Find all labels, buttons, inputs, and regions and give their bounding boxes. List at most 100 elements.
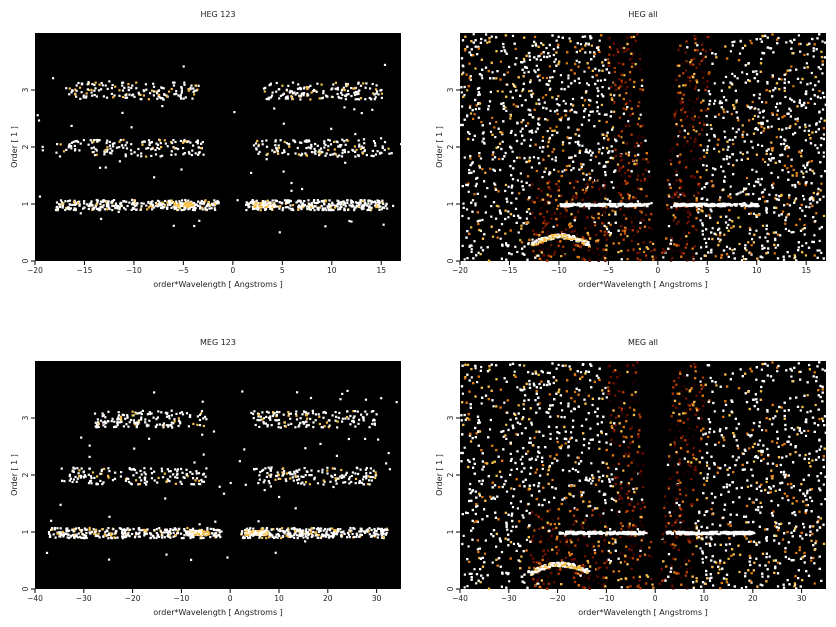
count-pixel <box>821 108 825 111</box>
count-pixel <box>641 90 644 94</box>
count-pixel <box>701 48 705 51</box>
count-pixel <box>575 59 578 62</box>
count-pixel <box>540 42 543 45</box>
count-pixel <box>470 40 473 43</box>
count-pixel <box>684 159 687 162</box>
count-pixel <box>732 143 735 146</box>
count-pixel <box>537 118 540 121</box>
count-pixel <box>596 94 599 98</box>
count-pixel <box>328 209 331 212</box>
count-pixel <box>64 200 67 203</box>
count-pixel <box>605 120 608 124</box>
count-pixel <box>550 217 553 220</box>
count-pixel <box>601 61 604 64</box>
count-pixel <box>325 209 328 212</box>
count-pixel <box>160 206 163 209</box>
count-pixel <box>518 192 521 195</box>
count-pixel <box>475 104 478 107</box>
count-pixel <box>675 173 678 177</box>
count-pixel <box>624 124 628 127</box>
y-tick-label: 2 <box>21 144 30 149</box>
count-pixel <box>194 203 198 206</box>
count-pixel <box>514 85 517 88</box>
count-pixel <box>71 89 74 92</box>
count-pixel <box>99 202 102 206</box>
count-pixel <box>604 259 607 263</box>
count-pixel <box>556 46 560 49</box>
count-pixel <box>468 62 471 65</box>
count-pixel <box>755 70 758 73</box>
count-pixel <box>689 137 692 140</box>
count-pixel <box>530 95 533 98</box>
count-pixel <box>675 108 678 111</box>
count-pixel <box>70 141 73 144</box>
count-pixel <box>617 165 620 168</box>
count-pixel <box>463 49 467 52</box>
count-pixel <box>653 248 656 251</box>
count-pixel <box>588 257 591 260</box>
count-pixel <box>577 256 580 259</box>
count-pixel <box>787 112 790 115</box>
count-pixel <box>697 89 700 92</box>
count-pixel <box>601 86 604 89</box>
count-pixel <box>565 109 568 113</box>
count-pixel <box>166 207 169 210</box>
count-pixel <box>573 219 576 222</box>
count-pixel <box>806 83 809 86</box>
count-pixel <box>478 102 482 105</box>
count-pixel <box>172 81 175 84</box>
count-pixel <box>569 182 572 185</box>
count-pixel <box>519 239 522 242</box>
count-pixel <box>94 81 97 84</box>
count-pixel <box>630 72 633 75</box>
count-pixel <box>56 209 59 212</box>
count-pixel <box>179 207 182 210</box>
count-pixel <box>686 46 689 49</box>
count-pixel <box>96 140 99 143</box>
count-pixel <box>378 208 381 211</box>
count-pixel <box>619 154 622 157</box>
count-pixel <box>744 187 748 190</box>
count-pixel <box>649 241 652 244</box>
count-pixel <box>781 210 785 213</box>
count-pixel <box>789 109 792 112</box>
count-pixel <box>699 52 702 55</box>
count-pixel <box>77 81 80 85</box>
count-pixel <box>786 214 789 217</box>
count-pixel <box>639 145 642 148</box>
count-pixel <box>809 168 812 171</box>
count-pixel <box>327 138 330 141</box>
count-pixel <box>644 168 648 171</box>
count-pixel <box>739 191 742 194</box>
count-pixel <box>258 150 261 153</box>
count-pixel <box>570 213 573 216</box>
count-pixel <box>350 87 353 90</box>
count-pixel <box>727 229 730 232</box>
count-pixel <box>367 202 370 205</box>
count-pixel <box>645 195 648 198</box>
count-pixel <box>152 206 155 209</box>
count-pixel <box>760 191 764 194</box>
count-pixel <box>474 45 477 48</box>
count-pixel <box>526 258 529 261</box>
count-pixel <box>730 82 733 85</box>
count-pixel <box>787 171 790 174</box>
count-pixel <box>811 131 814 134</box>
count-pixel <box>637 105 640 108</box>
count-pixel <box>800 155 803 158</box>
count-pixel <box>613 136 616 139</box>
count-pixel <box>354 86 357 89</box>
count-pixel <box>776 38 779 41</box>
count-pixel <box>626 258 629 261</box>
count-pixel <box>289 199 292 203</box>
count-pixel <box>602 248 605 251</box>
count-pixel <box>492 77 495 80</box>
count-pixel <box>783 86 786 90</box>
count-pixel <box>347 93 350 96</box>
count-pixel <box>766 200 769 203</box>
count-pixel <box>596 110 599 113</box>
count-pixel <box>371 82 374 86</box>
count-pixel <box>693 245 696 248</box>
count-pixel <box>277 146 280 150</box>
count-pixel <box>245 209 248 212</box>
